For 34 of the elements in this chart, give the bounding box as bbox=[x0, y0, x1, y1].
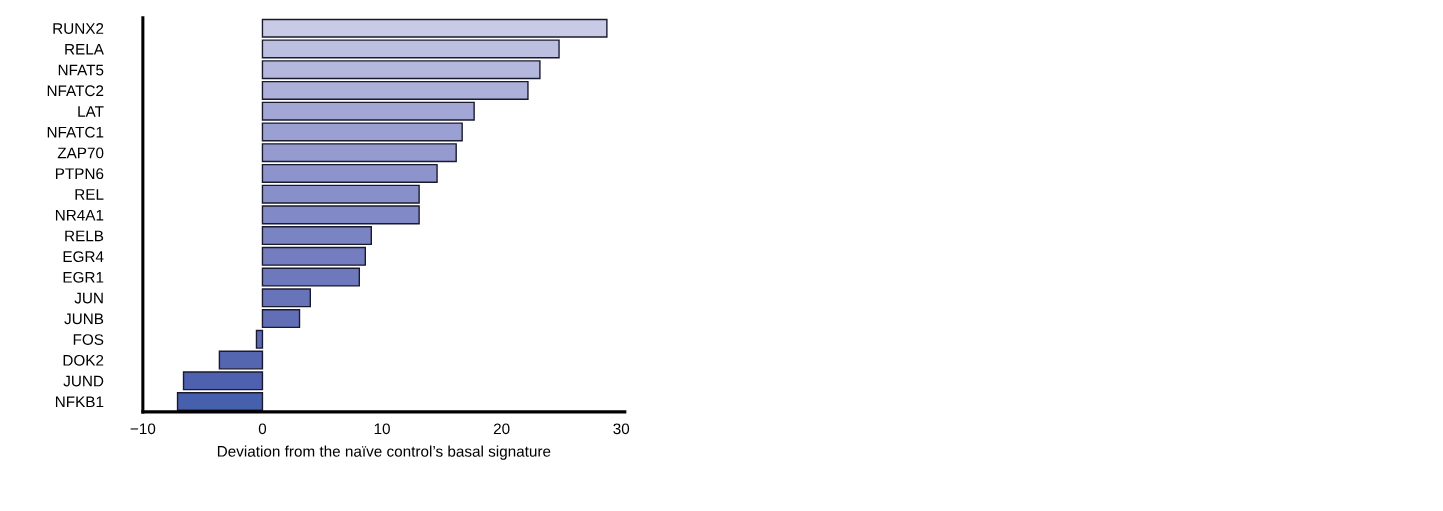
y-tick-label: JUNB bbox=[64, 313, 104, 325]
x-tick-label: 10 bbox=[374, 423, 390, 435]
bar bbox=[176, 391, 264, 412]
bar bbox=[261, 80, 529, 100]
y-tick-label: EGR4 bbox=[63, 251, 104, 263]
y-tick-label: LAT bbox=[78, 106, 104, 117]
y-tick-label: JUN bbox=[74, 292, 103, 304]
y-tick-label: NR4A1 bbox=[55, 209, 104, 221]
y-tick-label: JUND bbox=[63, 375, 104, 387]
x-tick-label: 0 bbox=[258, 423, 267, 435]
y-tick-label: PTPN6 bbox=[55, 168, 104, 180]
x-tick-label: −10 bbox=[130, 423, 156, 435]
bar bbox=[261, 60, 541, 80]
bar bbox=[261, 143, 457, 163]
x-tick-label: 20 bbox=[493, 423, 510, 435]
y-tick-label: ZAP70 bbox=[57, 147, 104, 159]
y-tick-label: NFATC1 bbox=[47, 126, 104, 138]
y-tick-label: REL bbox=[75, 189, 104, 200]
y-tick-label: RELA bbox=[65, 44, 104, 55]
x-axis-title: Deviation from the naïve control’s basal signature bbox=[217, 445, 551, 460]
bar bbox=[261, 226, 372, 246]
bar bbox=[261, 246, 366, 266]
bar bbox=[261, 163, 438, 183]
bar bbox=[261, 309, 301, 329]
y-tick-label: FOS bbox=[73, 334, 104, 345]
bar bbox=[255, 329, 264, 349]
y-tick-label: DOK2 bbox=[63, 354, 104, 366]
y-tick-label: RELB bbox=[65, 230, 104, 242]
x-tick-label: 30 bbox=[613, 423, 630, 435]
y-tick-label: NFAT5 bbox=[58, 64, 104, 76]
y-tick-label: NFKB1 bbox=[55, 396, 104, 408]
y-tick-label: EGR1 bbox=[63, 271, 104, 283]
y-tick-label: NFATC2 bbox=[47, 85, 104, 97]
y-tick-label: RUNX2 bbox=[53, 23, 104, 34]
